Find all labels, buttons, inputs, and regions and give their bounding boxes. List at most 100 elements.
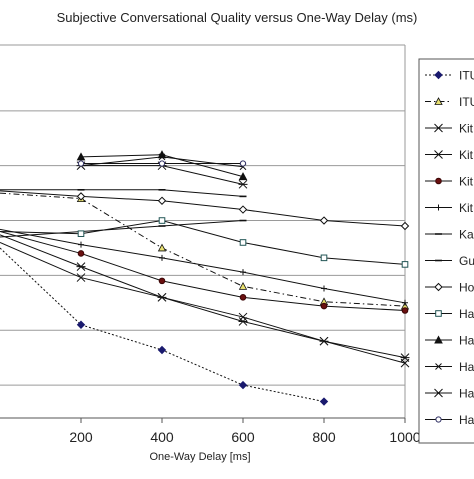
data-point-1-3 [238, 282, 248, 290]
legend-label-13: Ha [459, 413, 474, 427]
series-4 [0, 231, 409, 314]
data-point-12-2 [238, 179, 248, 189]
legend-box [418, 58, 474, 444]
legend-marker-9 [435, 310, 442, 317]
data-point-4-5 [401, 307, 409, 314]
data-point-8-2 [157, 196, 167, 205]
series-line-0 [0, 247, 325, 403]
data-point-0-2 [157, 345, 167, 355]
series-3 [0, 234, 410, 363]
legend-item-3: Kit [425, 148, 474, 162]
legend: ITU ITU Kit Kit Kit Kit Kar Gu Ho Ha Ha Ha Ha Ha [418, 58, 474, 444]
series-2 [0, 242, 410, 368]
data-point-3-4 [319, 336, 329, 346]
data-point-13-2 [239, 160, 247, 167]
legend-item-9: Ha [425, 307, 474, 321]
series-6 [0, 189, 247, 198]
legend-label-7: Gu [459, 254, 474, 268]
data-point-2-3 [238, 312, 248, 322]
data-point-8-4 [319, 216, 329, 225]
series-line-4 [0, 231, 406, 311]
series-line-5 [0, 228, 406, 304]
data-point-13-1 [158, 160, 166, 167]
legend-label-9: Ha [459, 307, 474, 321]
data-point-9-3 [239, 239, 247, 246]
series-8 [0, 190, 410, 231]
x-tick-label-2: 600 [231, 429, 255, 445]
data-point-8-5 [400, 221, 410, 231]
data-point-9-1 [77, 230, 85, 237]
legend-marker-2 [434, 123, 443, 133]
legend-marker-5 [435, 204, 442, 211]
data-point-0-1 [76, 320, 86, 329]
x-tick-label-0: 200 [69, 429, 93, 445]
data-point-9-4 [320, 254, 328, 262]
x-tick-label-1: 400 [150, 429, 174, 445]
legend-label-4: Kit [459, 175, 474, 189]
data-point-5-3 [240, 269, 246, 276]
data-point-3-5 [400, 353, 410, 363]
series-line-7 [0, 220, 244, 238]
legend-item-10: Ha [425, 334, 474, 348]
legend-marker-8 [434, 282, 443, 292]
legend-marker-10 [434, 335, 443, 344]
legend-item-8: Ho [425, 281, 474, 295]
series-0 [0, 247, 329, 406]
legend-item-7: Gu [425, 254, 474, 268]
legend-label-5: Kit [459, 201, 474, 215]
data-point-4-4 [320, 302, 328, 310]
series-7 [0, 219, 247, 238]
series-line-2 [0, 242, 406, 364]
series-line-8 [0, 190, 406, 227]
data-point-4-3 [239, 294, 247, 301]
legend-item-6: Kar [425, 228, 474, 242]
data-point-13-0 [77, 160, 85, 167]
series-line-3 [0, 234, 406, 359]
x-tick-label-4: 1000 [389, 429, 420, 445]
legend-item-11: Ha [425, 360, 474, 374]
chart-title: Subjective Conversational Quality versus… [56, 10, 418, 25]
data-point-0-3 [238, 380, 248, 390]
legend-label-0: ITU [459, 69, 474, 83]
series-line-12 [81, 165, 244, 185]
legend-marker-1 [434, 97, 443, 105]
data-point-9-2 [158, 217, 166, 224]
data-point-5-1 [78, 241, 84, 248]
series-10 [76, 150, 248, 181]
legend-label-2: Kit [459, 122, 474, 136]
data-point-3-2 [157, 292, 167, 302]
data-point-3-3 [238, 317, 248, 326]
legend-marker-3 [434, 150, 443, 159]
legend-label-8: Ho [459, 281, 474, 295]
series-13 [77, 160, 247, 167]
data-point-8-1 [76, 192, 86, 201]
legend-item-2: Kit [425, 122, 474, 136]
data-point-3-1 [76, 262, 86, 271]
legend-marker-0 [434, 70, 443, 80]
data-point-1-2 [157, 243, 167, 252]
series-1 [0, 192, 410, 310]
legend-label-6: Kar [459, 228, 474, 242]
data-point-0-4 [319, 397, 329, 406]
data-point-11-1 [158, 153, 166, 161]
data-point-5-2 [159, 254, 165, 261]
legend-marker-11 [435, 363, 442, 370]
data-point-8-3 [238, 205, 248, 214]
legend-item-13: Ha [425, 413, 474, 427]
data-point-5-5 [402, 299, 408, 306]
legend-item-4: Kit [425, 175, 474, 189]
legend-label-3: Kit [459, 148, 474, 162]
series-9 [0, 217, 409, 268]
data-point-2-1 [76, 273, 86, 282]
legend-item-5: Kit [425, 201, 474, 215]
legend-marker-12 [434, 388, 443, 398]
series-line-9 [0, 220, 406, 265]
data-point-10-2 [238, 172, 248, 181]
series-line-6 [0, 189, 244, 197]
series-5 [0, 228, 408, 306]
data-point-5-4 [321, 285, 327, 292]
legend-label-1: ITU [459, 95, 474, 109]
legend-label-11: Ha [459, 360, 474, 374]
